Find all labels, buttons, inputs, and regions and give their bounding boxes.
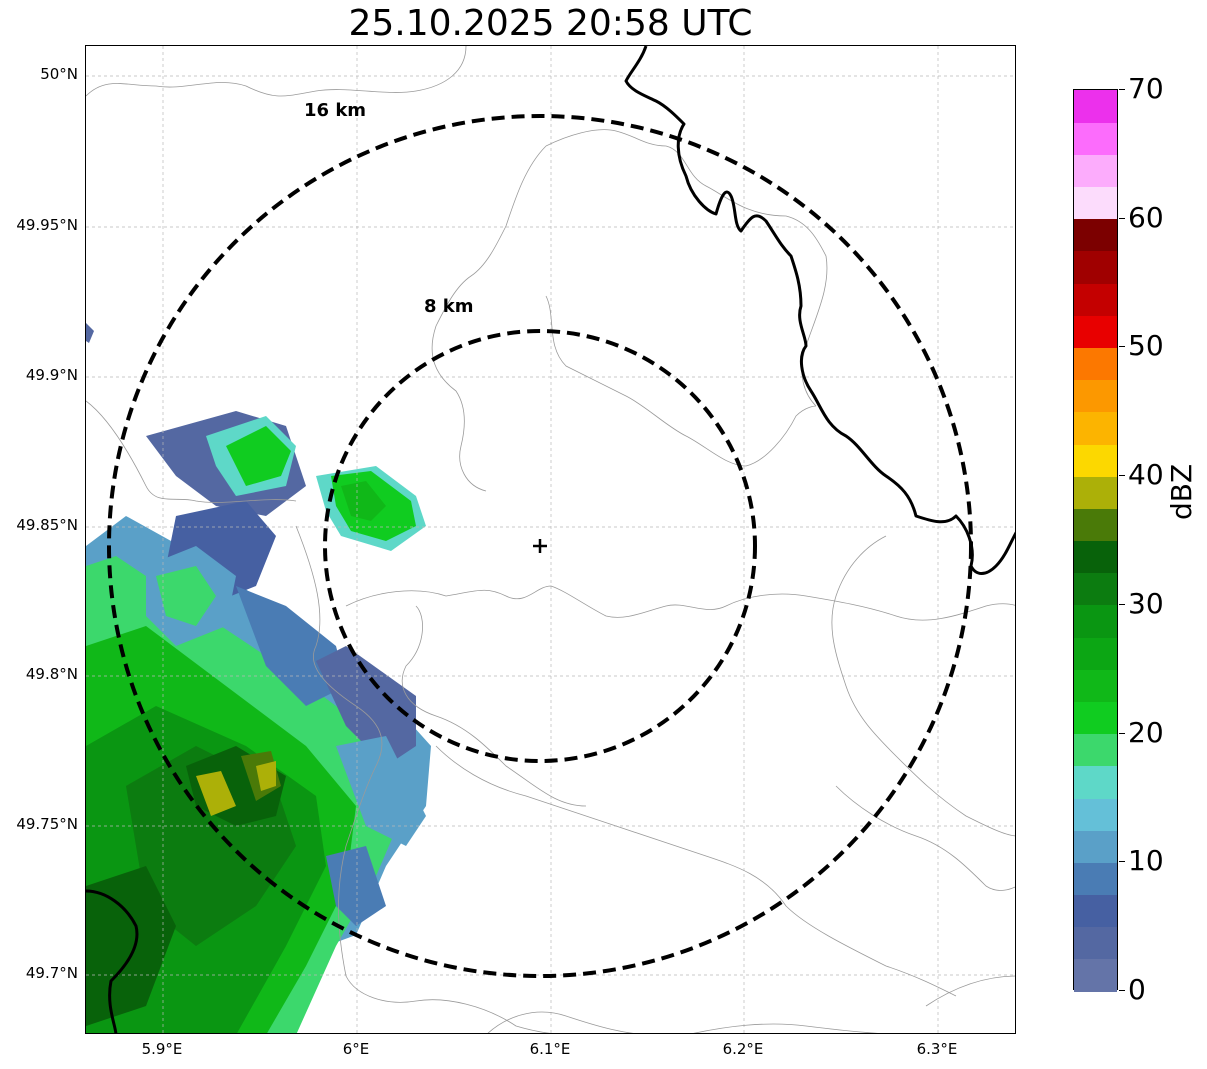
range-ring-label-16km: 16 km (304, 100, 367, 121)
colorbar-tick-label: 60 (1128, 200, 1164, 234)
colorbar-segment (1074, 411, 1117, 445)
colorbar-segment (1074, 218, 1117, 252)
colorbar-segment (1074, 283, 1117, 316)
range-ring-label-8km: 8 km (424, 296, 474, 317)
colorbar-segment (1074, 250, 1117, 284)
lon-label-5-9: 5.9°E (141, 1040, 183, 1058)
colorbar-tick (1119, 732, 1125, 734)
lon-label-6-1: 6.1°E (529, 1040, 571, 1058)
colorbar-segment (1074, 508, 1117, 542)
map-gridlines (86, 46, 1015, 1033)
colorbar-tick (1119, 603, 1125, 605)
colorbar-tick (1119, 861, 1125, 863)
lat-label-49-9: 49.9°N (25, 366, 78, 384)
precipitation-echoes (86, 323, 431, 1033)
colorbar-tick-label: 30 (1128, 586, 1164, 620)
colorbar-segment (1074, 701, 1117, 735)
colorbar-segment (1074, 958, 1117, 992)
plus-icon (533, 539, 547, 553)
colorbar-segment (1074, 604, 1117, 638)
colorbar-segment (1074, 443, 1117, 477)
lat-label-49-8: 49.8°N (25, 665, 78, 683)
map-title: 25.10.2025 20:58 UTC (348, 3, 753, 44)
colorbar-tick-label: 50 (1128, 329, 1164, 363)
colorbar-tick-label: 0 (1128, 973, 1146, 1006)
lon-label-6-2: 6.2°E (722, 1040, 764, 1058)
colorbar-unit-label: dBZ (1165, 463, 1198, 520)
colorbar-tick (1119, 346, 1125, 348)
colorbar-segment (1074, 765, 1117, 799)
colorbar-tick (1119, 217, 1125, 219)
colorbar-segment (1074, 122, 1117, 155)
range-ring-16km (107, 114, 973, 978)
colorbar-segment (1074, 830, 1117, 863)
lat-label-49-85: 49.85°N (16, 516, 78, 534)
colorbar-segment (1074, 379, 1117, 413)
reflectivity-colorbar (1073, 89, 1118, 992)
range-ring-8km (323, 329, 757, 763)
colorbar-segment (1074, 315, 1117, 349)
colorbar-segment (1074, 90, 1117, 123)
colorbar-tick-label: 70 (1128, 72, 1164, 105)
colorbar-segment (1074, 669, 1117, 702)
country-border (86, 46, 1015, 1033)
colorbar-segment (1074, 572, 1117, 606)
colorbar-segment (1074, 347, 1117, 381)
radar-map-canvas (86, 46, 1015, 1033)
colorbar-segment (1074, 637, 1117, 670)
colorbar-tick-label: 40 (1128, 458, 1164, 492)
range-rings (107, 114, 973, 978)
radar-map[interactable]: 16 km 8 km (85, 45, 1016, 1034)
colorbar-tick-label: 20 (1128, 715, 1164, 749)
lat-label-49-7: 49.7°N (25, 964, 78, 982)
colorbar-segment (1074, 186, 1117, 220)
colorbar-segment (1074, 894, 1117, 928)
colorbar-segment (1074, 862, 1117, 896)
colorbar-tick (1119, 475, 1125, 477)
lat-label-50: 50°N (40, 65, 78, 83)
lon-label-6: 6°E (342, 1040, 370, 1058)
colorbar-segment (1074, 926, 1117, 960)
colorbar-segment (1074, 154, 1117, 188)
colorbar-segment (1074, 540, 1117, 574)
colorbar-tick (1119, 990, 1125, 991)
admin-boundaries (86, 46, 1015, 1033)
lat-label-49-95: 49.95°N (16, 216, 78, 234)
colorbar-segment (1074, 733, 1117, 767)
colorbar-segment (1074, 797, 1117, 831)
colorbar-tick (1119, 89, 1125, 90)
lat-label-49-75: 49.75°N (16, 815, 78, 833)
colorbar-tick-label: 10 (1128, 844, 1164, 878)
lon-label-6-3: 6.3°E (916, 1040, 958, 1058)
colorbar-segment (1074, 476, 1117, 509)
